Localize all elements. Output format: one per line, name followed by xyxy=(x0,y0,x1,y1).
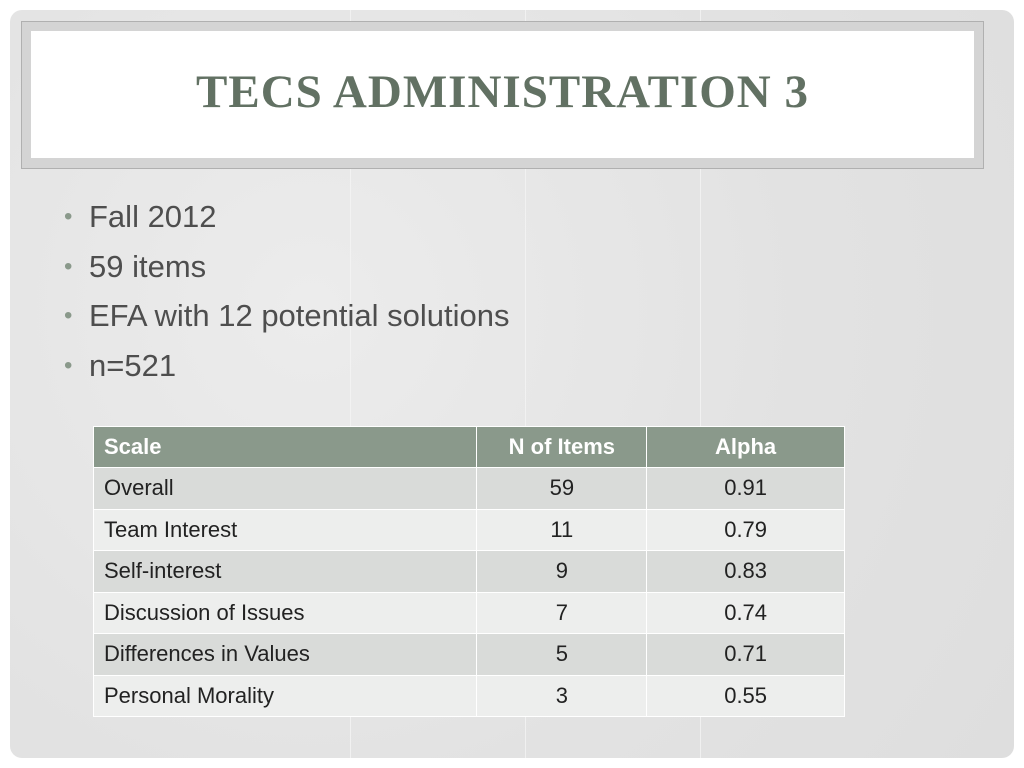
table-header-row: Scale N of Items Alpha xyxy=(92,426,845,468)
cell-scale: Personal Morality xyxy=(92,674,478,717)
table-row: Team Interest 11 0.79 xyxy=(92,508,845,551)
table-row: Discussion of Issues 7 0.74 xyxy=(92,591,845,634)
title-box: TECS Administration 3 xyxy=(31,31,974,158)
bullet-list: Fall 2012 59 items EFA with 12 potential… xyxy=(64,192,509,390)
cell-scale: Overall xyxy=(92,467,478,510)
background-line xyxy=(700,10,701,758)
background-line xyxy=(525,10,526,758)
cell-scale: Team Interest xyxy=(92,508,478,551)
cell-scale: Differences in Values xyxy=(92,633,478,676)
cell-items: 3 xyxy=(476,674,648,717)
cell-alpha: 0.79 xyxy=(646,508,845,551)
bullet-item: Fall 2012 xyxy=(64,192,509,242)
cell-items: 5 xyxy=(476,633,648,676)
cell-alpha: 0.91 xyxy=(646,467,845,510)
cell-alpha: 0.55 xyxy=(646,674,845,717)
cell-scale: Self-interest xyxy=(92,550,478,593)
table-row: Personal Morality 3 0.55 xyxy=(92,674,845,717)
bullet-item: EFA with 12 potential solutions xyxy=(64,291,509,341)
slide-title: TECS Administration 3 xyxy=(196,65,809,118)
header-alpha: Alpha xyxy=(646,426,845,468)
scale-table: Scale N of Items Alpha Overall 59 0.91 T… xyxy=(92,426,845,717)
cell-scale: Discussion of Issues xyxy=(92,591,478,634)
table-row: Self-interest 9 0.83 xyxy=(92,550,845,593)
cell-items: 59 xyxy=(476,467,648,510)
header-scale: Scale xyxy=(92,426,478,468)
table-row: Differences in Values 5 0.71 xyxy=(92,633,845,676)
table-row: Overall 59 0.91 xyxy=(92,467,845,510)
cell-alpha: 0.74 xyxy=(646,591,845,634)
header-n-of-items: N of Items xyxy=(476,426,648,468)
bullet-item: n=521 xyxy=(64,341,509,391)
bullet-item: 59 items xyxy=(64,242,509,292)
cell-items: 9 xyxy=(476,550,648,593)
cell-items: 7 xyxy=(476,591,648,634)
cell-alpha: 0.83 xyxy=(646,550,845,593)
cell-alpha: 0.71 xyxy=(646,633,845,676)
cell-items: 11 xyxy=(476,508,648,551)
